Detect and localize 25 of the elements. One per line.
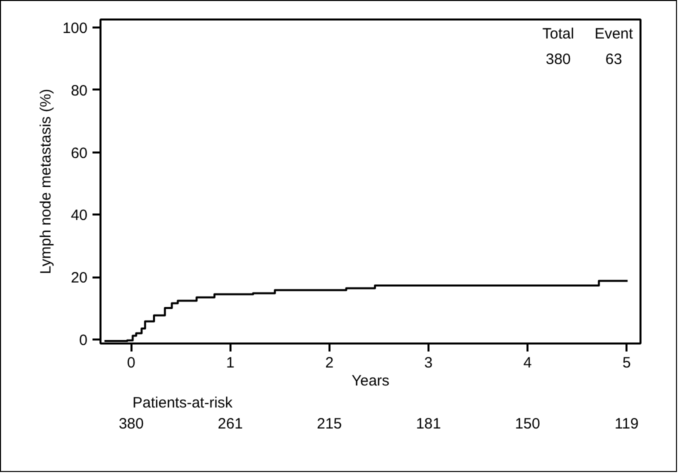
annotation: 63: [605, 50, 622, 68]
x-tick-label: 5: [622, 354, 631, 372]
y-tick-label: 60: [70, 144, 88, 162]
x-axis-title: Years: [352, 372, 390, 390]
text: 215: [316, 416, 342, 432]
annotation: Event: [594, 26, 634, 43]
text: 150: [515, 416, 540, 432]
y-tick-label: 100: [62, 20, 88, 38]
y-tick-label: 80: [70, 82, 88, 100]
text: Patients-at-risk: [132, 394, 234, 412]
text: 181: [416, 416, 441, 432]
annotation: 380: [546, 50, 571, 68]
text: 380: [118, 416, 144, 432]
y-tick-label: 0: [79, 332, 88, 349]
x-tick-label: 1: [226, 354, 234, 372]
x-tick-label: 4: [523, 354, 532, 372]
text: 119: [614, 416, 639, 432]
annotation: Total: [542, 26, 574, 43]
text: 261: [218, 416, 243, 432]
x-tick-label: 2: [325, 354, 334, 372]
x-tick-label: 0: [127, 354, 136, 372]
x-tick-label: 3: [424, 354, 433, 372]
y-tick-label: 40: [70, 207, 88, 224]
y-tick-label: 20: [70, 270, 88, 287]
y-axis-title: Lymph node metastasis (%): [37, 88, 54, 274]
